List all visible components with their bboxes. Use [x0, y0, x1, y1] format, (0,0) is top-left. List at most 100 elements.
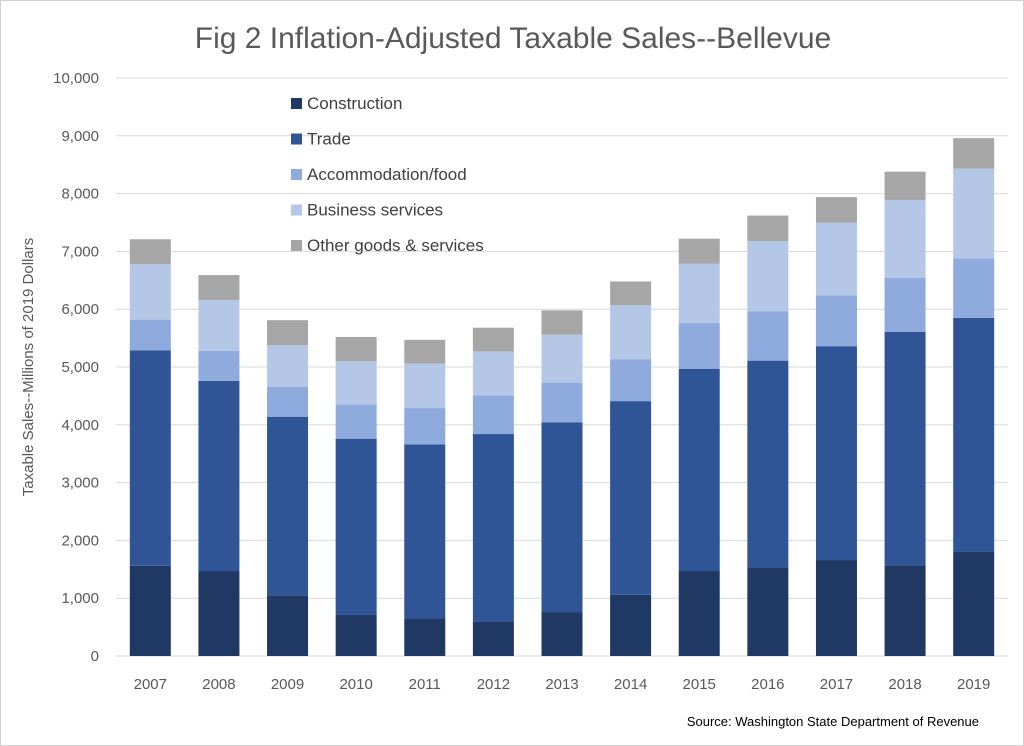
- bar-segment-2016-4: [747, 240, 789, 312]
- legend-swatch: [291, 133, 302, 145]
- bar-segment-2008-1: [198, 571, 240, 656]
- bar-segment-2019-3: [953, 258, 995, 318]
- bar-segment-2012-4: [472, 351, 514, 396]
- bars: [129, 138, 995, 656]
- x-tick-label: 2012: [477, 676, 510, 693]
- y-tick-label: 4,000: [61, 417, 99, 434]
- y-tick-label: 10,000: [53, 70, 99, 87]
- bar-segment-2016-5: [747, 215, 789, 241]
- legend-swatch: [291, 240, 302, 251]
- bar-segment-2012-3: [472, 395, 514, 435]
- bar-segment-2008-4: [198, 299, 240, 351]
- bar-segment-2016-3: [747, 311, 789, 361]
- bar-segment-2007-2: [129, 350, 171, 566]
- bar-segment-2011-4: [404, 363, 446, 409]
- bar-segment-2015-5: [678, 238, 720, 264]
- bar-segment-2019-2: [953, 317, 995, 552]
- bar-segment-2011-3: [404, 408, 446, 445]
- bar-segment-2018-3: [884, 277, 926, 332]
- x-tick-label: 2010: [339, 676, 372, 693]
- y-tick-label: 5,000: [61, 359, 99, 376]
- bar-segment-2017-5: [815, 197, 857, 223]
- bar-segment-2019-5: [953, 138, 995, 169]
- bar-segment-2016-2: [747, 360, 789, 568]
- x-tick-label: 2013: [545, 676, 578, 693]
- bar-segment-2011-5: [404, 339, 446, 364]
- bar-segment-2012-2: [472, 434, 514, 622]
- bar-segment-2016-1: [747, 567, 789, 656]
- y-tick-label: 9,000: [61, 128, 99, 145]
- bar-segment-2017-2: [815, 346, 857, 561]
- legend-label: Business services: [307, 201, 443, 220]
- bar-segment-2015-2: [678, 368, 720, 572]
- x-tick-label: 2019: [957, 676, 990, 693]
- bar-segment-2010-1: [335, 614, 377, 656]
- y-tick-label: 8,000: [61, 186, 99, 203]
- bar-segment-2008-5: [198, 275, 240, 300]
- bar-segment-2011-1: [404, 618, 446, 656]
- x-tick-label: 2015: [683, 676, 716, 693]
- x-tick-label: 2008: [202, 676, 235, 693]
- y-axis-ticks: 0 1,000 2,000 3,000 4,000 5,000 6,000 7,000 8,00…: [53, 70, 99, 665]
- legend-label: Construction: [307, 94, 402, 113]
- bar-segment-2009-4: [267, 345, 309, 387]
- x-tick-label: 2017: [820, 676, 853, 693]
- bar-segment-2008-2: [198, 380, 240, 572]
- bar-segment-2014-3: [610, 359, 652, 402]
- bar-segment-2013-5: [541, 310, 583, 335]
- y-tick-label: 6,000: [61, 301, 99, 318]
- bar-segment-2013-4: [541, 334, 583, 383]
- bar-segment-2015-3: [678, 323, 720, 369]
- bar-segment-2019-4: [953, 168, 995, 259]
- bar-segment-2010-3: [335, 404, 377, 439]
- bar-segment-2007-3: [129, 319, 171, 351]
- x-tick-label: 2009: [271, 676, 304, 693]
- x-tick-label: 2018: [888, 676, 921, 693]
- bar-segment-2010-5: [335, 336, 377, 362]
- bar-segment-2018-4: [884, 199, 926, 278]
- bar-segment-2007-5: [129, 239, 171, 265]
- y-axis-label: Taxable Sales--Millions of 2019 Dollars: [20, 238, 37, 496]
- legend-swatch: [291, 169, 302, 180]
- x-tick-label: 2016: [751, 676, 784, 693]
- bar-segment-2012-1: [472, 621, 514, 656]
- legend-label: Other goods & services: [307, 236, 484, 255]
- bar-segment-2008-3: [198, 350, 240, 381]
- legend-label: Accommodation/food: [307, 165, 467, 184]
- bar-segment-2012-5: [472, 327, 514, 352]
- bar-segment-2019-1: [953, 551, 995, 656]
- bar-segment-2018-1: [884, 565, 926, 656]
- y-tick-label: 2,000: [61, 532, 99, 549]
- bar-segment-2010-2: [335, 438, 377, 615]
- bar-segment-2009-5: [267, 320, 309, 346]
- y-tick-label: 7,000: [61, 243, 99, 260]
- bar-segment-2009-1: [267, 595, 309, 656]
- bar-segment-2011-2: [404, 444, 446, 619]
- bar-segment-2013-3: [541, 382, 583, 423]
- bar-segment-2014-5: [610, 281, 652, 306]
- bar-segment-2009-2: [267, 416, 309, 596]
- bar-segment-2015-1: [678, 571, 720, 656]
- bar-segment-2014-2: [610, 401, 652, 595]
- x-tick-label: 2014: [614, 676, 647, 693]
- x-tick-label: 2007: [134, 676, 167, 693]
- bar-segment-2010-4: [335, 361, 377, 405]
- x-tick-label: 2011: [409, 676, 441, 693]
- y-tick-label: 3,000: [61, 475, 99, 492]
- bar-segment-2017-4: [815, 222, 857, 296]
- bar-segment-2013-2: [541, 422, 583, 613]
- bar-segment-2009-3: [267, 386, 309, 417]
- bar-segment-2007-1: [129, 565, 171, 656]
- legend-label: Trade: [307, 130, 351, 149]
- chart-title: Fig 2 Inflation-Adjusted Taxable Sales--…: [195, 22, 831, 55]
- legend: Construction Trade Accommodation/food Busin…: [291, 94, 484, 255]
- x-axis-ticks: 2007 2008 2009 2010 2011 2012 2013 2014 2015 2016…: [134, 676, 991, 693]
- y-tick-label: 0: [91, 648, 99, 665]
- legend-swatch: [291, 98, 302, 109]
- legend-swatch: [291, 204, 302, 216]
- bar-segment-2017-3: [815, 295, 857, 347]
- bar-segment-2015-4: [678, 263, 720, 324]
- source-note: Source: Washington State Department of R…: [687, 714, 979, 729]
